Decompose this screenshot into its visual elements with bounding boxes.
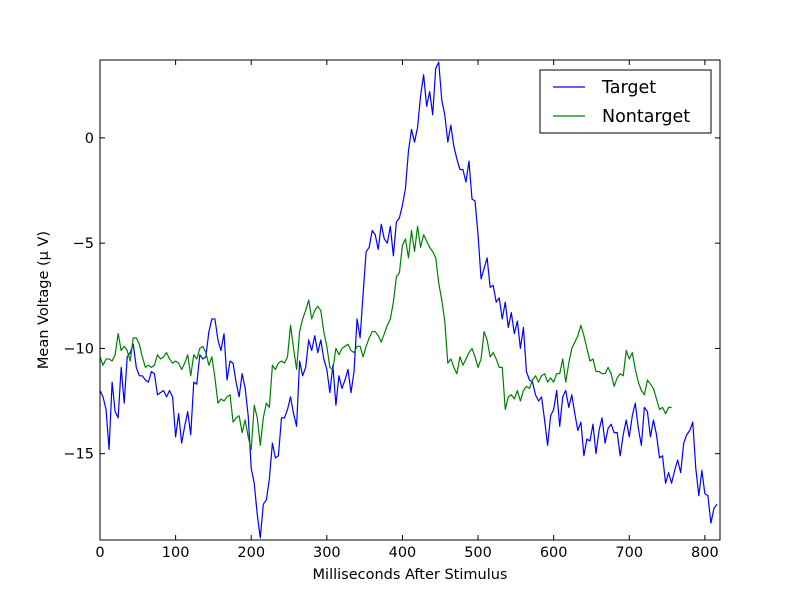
x-tick-label: 0 [95,545,104,561]
x-axis: 0 100 200 300 400 500 600 700 800 [95,60,719,561]
legend-label-nontarget: Nontarget [602,107,690,127]
x-tick-label: 600 [540,545,568,561]
x-tick-label: 300 [313,545,341,561]
x-axis-title: Milliseconds After Stimulus [313,567,508,583]
y-tick-label: −15 [63,447,94,463]
x-tick-label: 700 [615,545,643,561]
x-tick-label: 500 [464,545,492,561]
x-tick-label: 200 [237,545,265,561]
x-tick-label: 400 [389,545,417,561]
x-tick-label: 100 [162,545,190,561]
series-line-target [100,61,718,539]
y-tick-label: −5 [73,236,94,252]
x-tick-label: 800 [691,545,719,561]
y-axis: 0 −5 −10 −15 [63,131,720,463]
y-tick-label: −10 [63,341,94,357]
y-tick-label: 0 [85,131,94,147]
legend-label-target: Target [601,78,656,98]
legend-box [539,69,712,134]
series-line-nontarget [100,225,672,451]
legend: Target Nontarget [539,69,712,134]
plot-frame [99,59,721,541]
y-axis-title: Mean Voltage (μ V) [36,231,52,369]
series-layer [100,61,718,539]
